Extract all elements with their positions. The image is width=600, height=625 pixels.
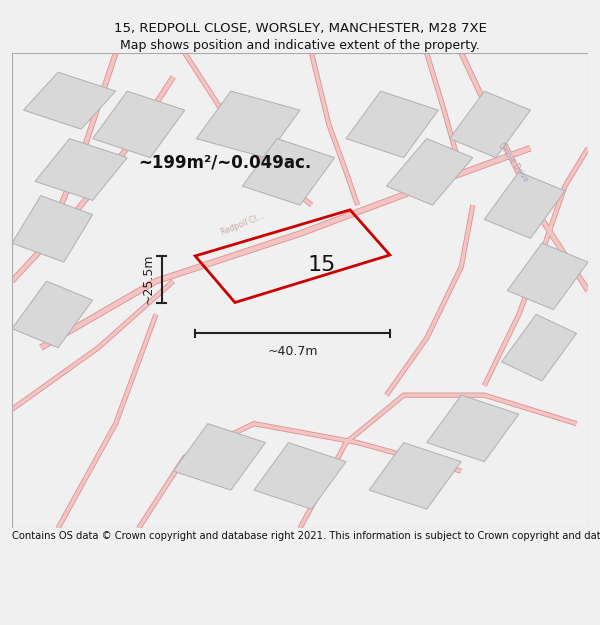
Polygon shape <box>35 139 127 201</box>
Polygon shape <box>484 172 565 238</box>
Polygon shape <box>173 424 265 490</box>
Polygon shape <box>12 196 92 262</box>
Text: ~199m²/~0.049ac.: ~199m²/~0.049ac. <box>139 153 312 171</box>
Polygon shape <box>92 91 185 158</box>
Text: Contains OS data © Crown copyright and database right 2021. This information is : Contains OS data © Crown copyright and d… <box>12 531 600 541</box>
Polygon shape <box>427 395 519 462</box>
Text: ~25.5m: ~25.5m <box>142 254 155 304</box>
Text: Map shows position and indicative extent of the property.: Map shows position and indicative extent… <box>120 39 480 51</box>
Text: ~40.7m: ~40.7m <box>267 345 318 358</box>
Polygon shape <box>369 442 461 509</box>
Text: 15: 15 <box>307 256 335 276</box>
Polygon shape <box>450 91 530 158</box>
Polygon shape <box>386 139 473 205</box>
Polygon shape <box>346 91 438 158</box>
Polygon shape <box>12 281 92 348</box>
Polygon shape <box>196 91 300 158</box>
Polygon shape <box>254 442 346 509</box>
Text: Oriole Drive: Oriole Drive <box>496 141 530 184</box>
Polygon shape <box>508 243 588 309</box>
Polygon shape <box>242 139 335 205</box>
Polygon shape <box>502 314 577 381</box>
Text: 15, REDPOLL CLOSE, WORSLEY, MANCHESTER, M28 7XE: 15, REDPOLL CLOSE, WORSLEY, MANCHESTER, … <box>113 22 487 34</box>
Polygon shape <box>23 72 116 129</box>
Text: Redpoll Cl...: Redpoll Cl... <box>220 211 265 237</box>
